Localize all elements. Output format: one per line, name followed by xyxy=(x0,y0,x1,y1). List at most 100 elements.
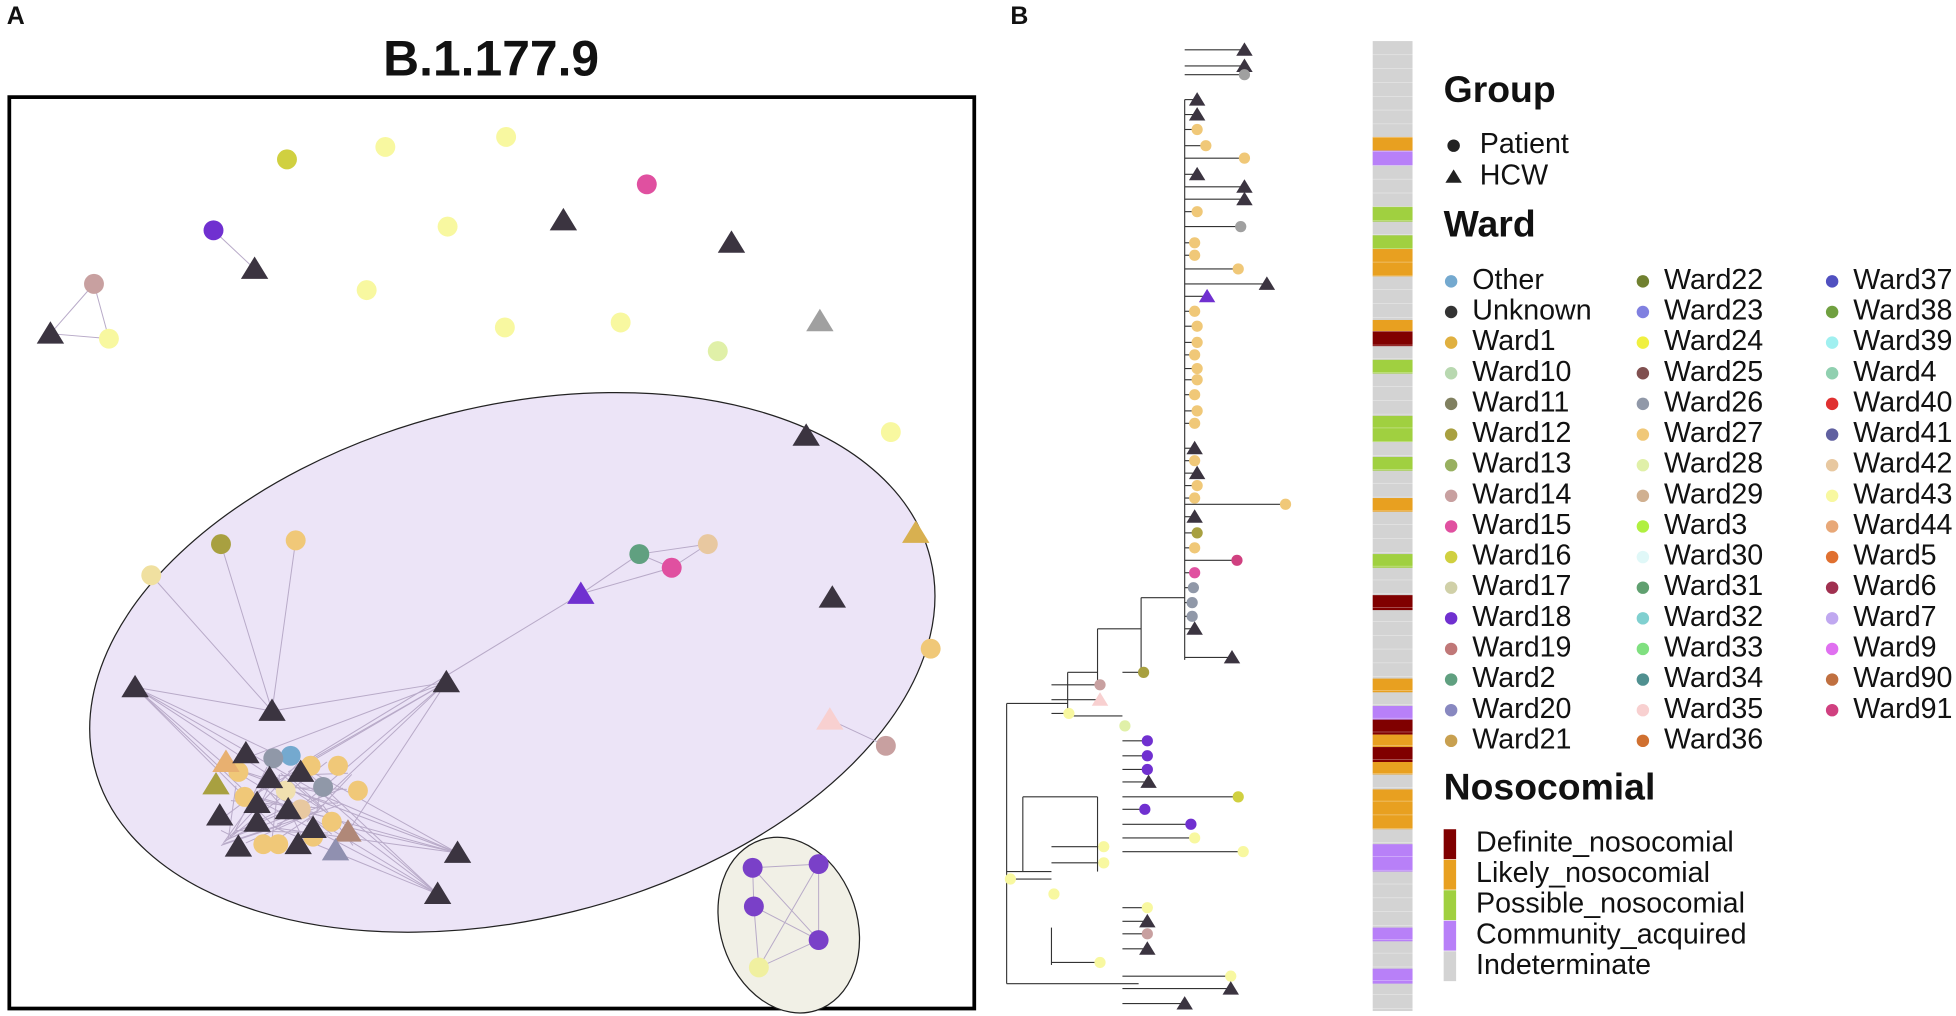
tip xyxy=(1141,902,1153,914)
tip xyxy=(1238,69,1251,81)
legend-marker xyxy=(1636,703,1650,717)
legend-label: Ward31 xyxy=(1664,570,1763,602)
node xyxy=(280,745,301,766)
edge xyxy=(287,593,582,773)
tip xyxy=(1189,417,1201,429)
node xyxy=(328,755,348,776)
legend-marker xyxy=(1444,397,1458,411)
edge xyxy=(580,553,640,595)
tip xyxy=(1189,832,1201,844)
node xyxy=(203,220,224,241)
legend-marker xyxy=(1636,275,1650,288)
strip-cell xyxy=(1372,150,1413,166)
legend-marker xyxy=(1825,397,1839,411)
legend-marker xyxy=(1444,520,1458,533)
strip-cell xyxy=(1372,249,1413,277)
node xyxy=(36,321,65,344)
legend-marker xyxy=(1825,703,1839,717)
tip xyxy=(1236,58,1253,72)
tip xyxy=(1191,527,1203,539)
node xyxy=(321,811,342,832)
node xyxy=(375,136,396,157)
legend-label: Ward39 xyxy=(1853,325,1952,357)
node xyxy=(202,771,230,795)
node xyxy=(334,819,362,842)
node xyxy=(240,256,269,279)
legend-label: Ward1 xyxy=(1472,325,1555,357)
tip xyxy=(1004,873,1016,885)
edge xyxy=(753,905,819,941)
strip-cell xyxy=(1372,136,1413,151)
tip xyxy=(1223,649,1241,664)
legend-marker xyxy=(1825,336,1839,349)
legend-label: Ward3 xyxy=(1664,509,1747,541)
node xyxy=(661,557,682,578)
tip xyxy=(1091,692,1109,706)
legend-label: Ward5 xyxy=(1853,540,1936,572)
tip xyxy=(1186,509,1203,523)
tip xyxy=(1186,597,1198,609)
legend-label: Ward4 xyxy=(1853,356,1936,388)
node xyxy=(268,834,289,855)
legend-label: Ward23 xyxy=(1664,295,1763,327)
node xyxy=(321,837,350,861)
tip xyxy=(1063,707,1075,720)
legend-label: Ward35 xyxy=(1664,693,1763,725)
node xyxy=(285,530,306,551)
legend-label: Ward22 xyxy=(1664,264,1763,296)
node xyxy=(437,216,458,237)
edge xyxy=(220,825,281,846)
legend-marker xyxy=(1636,520,1650,533)
legend-label: Ward90 xyxy=(1853,662,1952,694)
panel-label: B xyxy=(1010,2,1028,30)
tip xyxy=(1189,249,1201,261)
legend-marker xyxy=(1443,859,1457,890)
legend-label: Ward26 xyxy=(1664,386,1763,418)
tip xyxy=(1189,492,1201,504)
legend-label: Indeterminate xyxy=(1476,949,1651,981)
edge xyxy=(220,543,273,712)
tip xyxy=(1141,735,1153,747)
node xyxy=(356,280,377,301)
edge xyxy=(752,867,819,941)
legend-marker xyxy=(1636,673,1650,686)
strip-cell xyxy=(1372,319,1413,332)
strip-cell xyxy=(1372,331,1413,347)
legend-marker xyxy=(1444,458,1458,472)
edge xyxy=(758,863,820,968)
legend-label: Definite_nosocomial xyxy=(1476,827,1734,859)
legend-marker xyxy=(1444,305,1458,319)
tip xyxy=(1235,221,1247,233)
node xyxy=(549,207,578,231)
legend-marker xyxy=(1636,336,1650,349)
node xyxy=(748,957,769,978)
legend-label: Ward27 xyxy=(1664,417,1763,449)
tip xyxy=(1094,956,1106,969)
strip-cell xyxy=(1372,844,1413,872)
legend-label: Ward16 xyxy=(1472,540,1571,572)
legend-label: Ward2 xyxy=(1472,662,1555,694)
tip xyxy=(1191,336,1203,349)
edge xyxy=(275,827,438,895)
phylo-tree xyxy=(1004,42,1292,1010)
tip xyxy=(1139,941,1156,955)
legend-label: Ward20 xyxy=(1472,693,1571,725)
node xyxy=(206,803,234,826)
legend-label: Unknown xyxy=(1472,295,1591,327)
strip-cell xyxy=(1372,968,1413,984)
panel-label: A xyxy=(7,2,25,30)
tip xyxy=(1191,374,1203,386)
legend-label: Ward91 xyxy=(1853,693,1952,725)
edge xyxy=(134,686,227,767)
tip xyxy=(1231,554,1243,566)
legend-label: Ward14 xyxy=(1472,478,1571,510)
legend-label: Ward32 xyxy=(1664,601,1763,633)
tip xyxy=(1140,774,1157,788)
node xyxy=(212,749,240,772)
legend-marker xyxy=(1825,612,1839,625)
tip xyxy=(1189,305,1201,317)
strip-cell xyxy=(1372,678,1413,693)
legend-marker xyxy=(1825,520,1839,533)
node xyxy=(255,765,284,789)
edge xyxy=(134,686,273,712)
